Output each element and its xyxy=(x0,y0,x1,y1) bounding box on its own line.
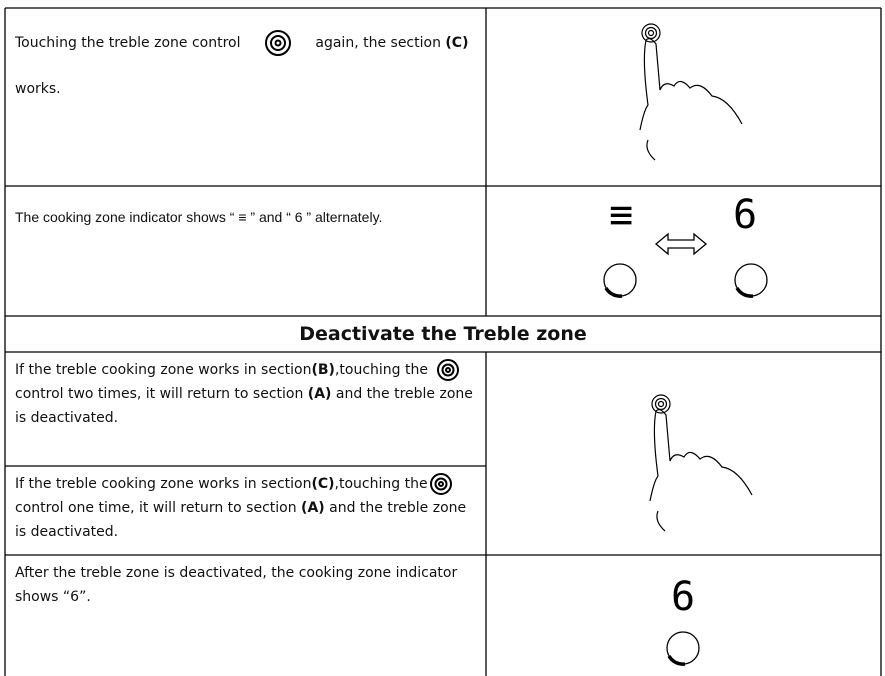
text: After the treble zone is deactivated, th… xyxy=(15,565,458,605)
text: (A) xyxy=(301,500,325,516)
display-right: 6 xyxy=(733,192,757,238)
treble-icon xyxy=(429,473,452,495)
section-heading: Deactivate the Treble zone xyxy=(299,323,587,345)
text: The cooking zone indicator shows “ ≡ ” a… xyxy=(15,209,383,225)
display-final: 6 xyxy=(671,574,695,620)
text: If the treble cooking zone works in sect… xyxy=(15,476,312,492)
text: ,touching the xyxy=(334,476,428,492)
text: and the treble zone is deactivated. xyxy=(15,500,467,540)
text: If the treble cooking zone works in sect… xyxy=(15,362,312,378)
row-text: After the treble zone is deactivated, th… xyxy=(5,557,485,609)
row-text: If the treble cooking zone works in sect… xyxy=(5,354,485,430)
row-text: Touching the treble zone control again, … xyxy=(5,20,480,112)
treble-icon xyxy=(264,30,291,56)
text: (C) xyxy=(445,35,469,51)
text: Touching the treble zone control xyxy=(15,35,241,51)
text: control one time, it will return to sect… xyxy=(15,500,297,516)
treble-icon xyxy=(437,359,460,381)
text: (B) xyxy=(311,362,335,378)
text: (A) xyxy=(307,386,332,402)
text: (C) xyxy=(311,476,335,492)
text: control two times, it will return to sec… xyxy=(15,386,304,402)
hand-illustration xyxy=(639,23,753,532)
text: ,touching the xyxy=(334,362,428,378)
text: and the treble zone is deactivated. xyxy=(15,386,473,426)
text: works. xyxy=(15,81,61,97)
row-text: If the treble cooking zone works in sect… xyxy=(5,468,485,544)
row-text: The cooking zone indicator shows “ ≡ ” a… xyxy=(5,194,480,240)
zone-dials xyxy=(603,232,768,666)
display-left: ≡ xyxy=(609,192,633,238)
text: again, the section xyxy=(315,35,441,51)
